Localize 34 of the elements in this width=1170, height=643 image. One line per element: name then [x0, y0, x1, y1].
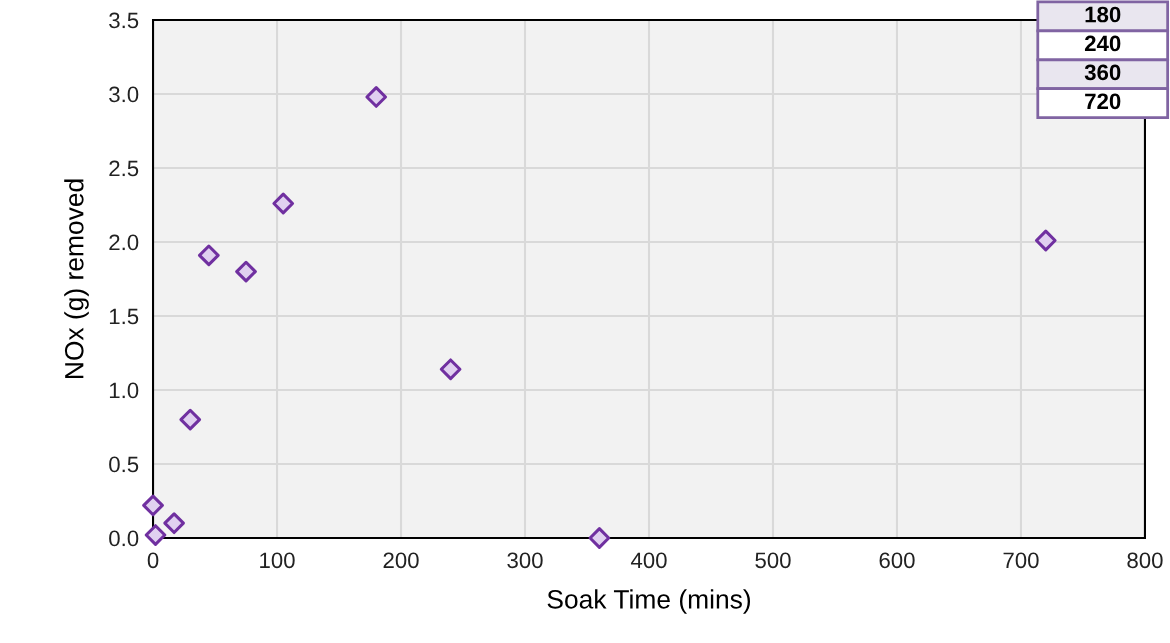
- y-tick-label: 0.5: [109, 456, 139, 473]
- point: [439, 358, 462, 381]
- x-tick-label: 300: [507, 552, 543, 569]
- y-tick-label: 0.0: [109, 530, 139, 547]
- point: [272, 192, 295, 215]
- x-tick-label: 100: [260, 552, 295, 569]
- x-tick-label: 500: [755, 552, 791, 569]
- annotation: 360: [1084, 64, 1121, 81]
- y-tick-label: 3.0: [109, 86, 139, 103]
- y-tick-label: 2.5: [109, 160, 139, 177]
- x-tick-label: 400: [630, 552, 667, 569]
- x-tick-label: 200: [383, 552, 419, 569]
- point: [179, 408, 202, 431]
- y-tick-label: 2.0: [109, 234, 139, 251]
- point: [235, 260, 257, 283]
- point: [365, 86, 388, 108]
- x-tick-label: 600: [879, 552, 915, 569]
- point: [197, 244, 220, 267]
- y-tick-label: 1.0: [109, 382, 139, 399]
- y-axis-title: NOx (g) removed: [64, 179, 89, 379]
- y-tick-label: 1.5: [109, 308, 139, 325]
- annotation: 180: [1085, 6, 1121, 23]
- point: [588, 527, 611, 549]
- x-axis-title: Soak Time (mins): [547, 589, 751, 614]
- x-tick-label: 700: [1003, 552, 1039, 569]
- point: [144, 524, 167, 546]
- annotation: 720: [1085, 93, 1121, 110]
- point: [163, 512, 185, 535]
- x-tick-label: 800: [1127, 552, 1163, 569]
- x-tick-label: 0: [147, 552, 159, 569]
- annotation: 240: [1084, 35, 1121, 52]
- point: [142, 494, 164, 517]
- point: [1034, 229, 1057, 252]
- y-tick-label: 3.5: [109, 12, 139, 29]
